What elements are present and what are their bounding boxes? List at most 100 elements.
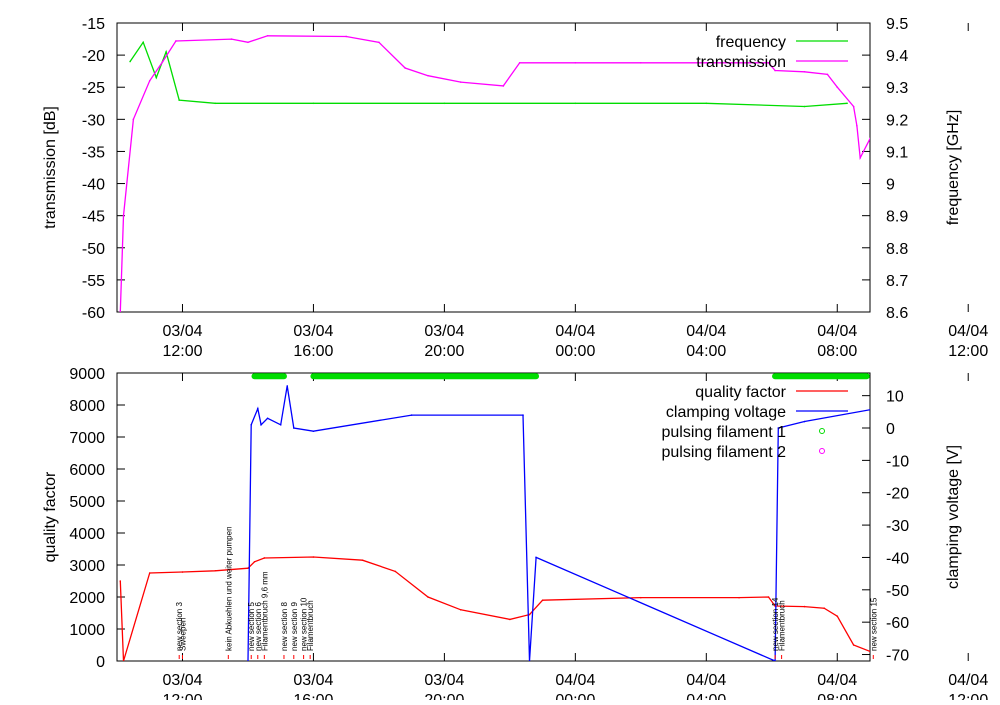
annotation-label: Filamentbruch — [306, 600, 315, 651]
series-frequency-line — [129, 40, 848, 108]
x-tick-time: 00:00 — [555, 343, 595, 360]
x-tick-date: 04/04 — [686, 672, 726, 689]
series-transmission-point — [882, 144, 884, 146]
series-frequency-point — [155, 76, 158, 79]
y-tick-label: 7000 — [69, 430, 105, 447]
legend-label: transmission — [696, 54, 786, 71]
plot-frame-2 — [116, 372, 871, 662]
series-transmission-point — [162, 60, 164, 63]
legend-label: frequency — [716, 34, 786, 51]
series-transmission-point — [119, 311, 122, 312]
series-quality-factor-point — [122, 660, 125, 661]
series-quality-factor-point — [459, 609, 462, 611]
x-tick-date: 03/04 — [424, 323, 464, 340]
legend-label: pulsing filament 2 — [661, 444, 786, 461]
y2-tick-label: 0 — [886, 421, 895, 438]
x-tick-date: 03/04 — [162, 672, 202, 689]
series-clamping-voltage-point — [522, 414, 524, 416]
legend-label: clamping voltage — [666, 404, 786, 421]
series-transmission-point — [122, 214, 125, 217]
y-axis-title: transmission [dB] — [42, 106, 59, 229]
y-tick-label: 6000 — [69, 462, 105, 479]
series-quality-factor-point — [528, 613, 531, 616]
series-frequency-point — [705, 102, 708, 105]
series-clamping-voltage-point — [250, 423, 253, 426]
y2-tick-label: 8.9 — [886, 209, 908, 226]
x-tick-time: 04:00 — [686, 692, 726, 700]
series-transmission-point — [345, 35, 347, 38]
y-tick-label: -25 — [82, 80, 105, 97]
y2-tick-label: -60 — [886, 615, 909, 632]
x-tick-time: 16:00 — [293, 692, 333, 700]
series-clamping-voltage-point — [260, 423, 262, 426]
x-tick-date: 03/04 — [162, 323, 202, 340]
x-tick-date: 04/04 — [948, 672, 988, 689]
y-tick-label: -15 — [82, 16, 105, 33]
annotation-label: Sweepen — [178, 618, 187, 651]
series-quality-factor-point — [836, 615, 839, 617]
series-transmission-point — [378, 41, 380, 44]
series-clamping-voltage-point — [292, 427, 295, 429]
annotation-label: new section 15 — [869, 597, 878, 651]
series-quality-factor-point — [541, 599, 544, 601]
series-group-2 — [119, 373, 878, 661]
y-tick-label: 1000 — [69, 622, 105, 639]
y-tick-label: 4000 — [69, 526, 105, 543]
series-frequency-point — [142, 41, 144, 44]
series-quality-factor-point — [738, 596, 740, 599]
series-frequency-point — [574, 102, 577, 105]
series-clamping-voltage-point — [774, 660, 776, 661]
series-quality-factor-point — [247, 567, 249, 569]
y2-axis-title: clamping voltage [V] — [945, 445, 962, 589]
y2-tick-label: 9 — [886, 177, 895, 194]
y2-tick-label: 9.3 — [886, 80, 908, 97]
x-tick-time: 00:00 — [555, 692, 595, 700]
annotation-label: new section 14 — [771, 597, 780, 651]
x-tick-time: 20:00 — [424, 343, 464, 360]
series-clamping-voltage-point — [279, 423, 282, 426]
series-clamping-voltage-point — [286, 385, 289, 387]
legend-swatch — [819, 428, 825, 434]
series-clamping-voltage-point — [535, 556, 537, 559]
x-tick-time: 12:00 — [948, 343, 988, 360]
series-transmission-point — [175, 40, 177, 42]
y2-tick-label: -20 — [886, 486, 909, 503]
series-quality-factor-point — [509, 618, 511, 621]
series-quality-factor-point — [640, 596, 642, 599]
y-tick-label: 3000 — [69, 558, 105, 575]
series-quality-factor-point — [361, 559, 364, 561]
annotation-label: new section 6 — [254, 602, 263, 651]
series-quality-factor-point — [823, 607, 825, 609]
y2-tick-label: 9.1 — [886, 144, 908, 161]
annotation-label: new section 9 — [290, 602, 299, 651]
y2-tick-label: 8.7 — [886, 273, 908, 290]
series-transmission-point — [404, 67, 406, 69]
y2-tick-label: 9.4 — [886, 48, 908, 65]
series-clamping-voltage-point — [876, 408, 878, 410]
annotation-label: kein Abkuehlen und weiter pumpen — [224, 526, 233, 651]
y-tick-label: 8000 — [69, 398, 105, 415]
series-transmission-point — [803, 71, 806, 73]
series-quality-factor-point — [312, 556, 315, 558]
series-frequency-point — [846, 102, 848, 105]
y2-tick-label: 8.8 — [886, 241, 908, 258]
annotation-label: new section 10 — [300, 597, 309, 651]
series-transmission-point — [852, 105, 855, 108]
y-tick-label: 9000 — [69, 366, 105, 383]
y-tick-label: -20 — [82, 48, 105, 65]
series-frequency-point — [443, 102, 446, 105]
x-tick-time: 04:00 — [686, 343, 726, 360]
x-tick-date: 04/04 — [817, 323, 857, 340]
series-transmission-point — [826, 73, 829, 76]
y-axis-title: quality factor — [42, 471, 59, 562]
legend-label: quality factor — [695, 384, 786, 401]
series-frequency-point — [312, 102, 315, 105]
series-quality-factor-point — [803, 605, 806, 608]
annotation-label: Filamentbruch 9,6 mm — [260, 571, 269, 651]
series-transmission-point — [132, 118, 135, 121]
y-tick-label: -40 — [82, 177, 105, 194]
series-quality-factor-point — [869, 650, 870, 653]
series-transmission-point — [427, 74, 429, 77]
x-tick-date: 04/04 — [686, 323, 726, 340]
x-tick-date: 03/04 — [424, 672, 464, 689]
